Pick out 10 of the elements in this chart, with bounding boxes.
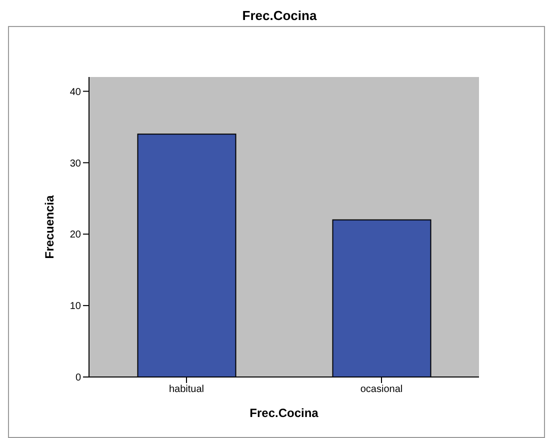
y-tick-label: 0 [75, 372, 82, 384]
x-tick-label: ocasional [360, 384, 403, 396]
x-tick-label: habitual [168, 384, 204, 396]
y-tick-label: 40 [70, 86, 82, 98]
y-tick-label: 20 [70, 230, 82, 241]
y-tick-label: 30 [70, 158, 82, 170]
x-axis-title: Frec.Cocina [250, 406, 319, 420]
y-axis-title: Frecuencia [42, 195, 56, 259]
chart-title: Frec.Cocina [241, 8, 318, 25]
y-tick-label: 10 [70, 301, 82, 312]
